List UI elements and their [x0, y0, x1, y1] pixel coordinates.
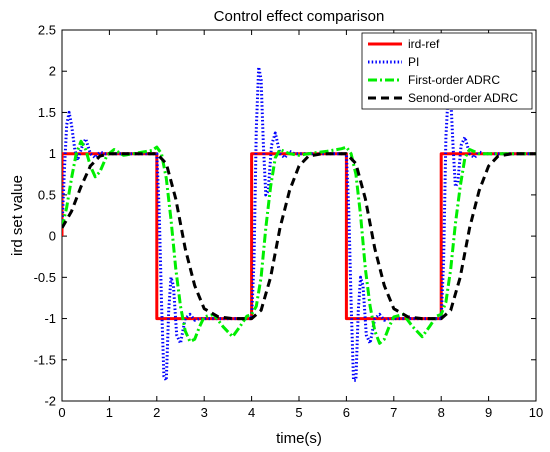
y-tick-label: 1 [49, 146, 56, 161]
y-tick-label: 0.5 [38, 187, 56, 202]
x-axis-title: time(s) [276, 430, 322, 447]
y-tick-label: -0.5 [34, 270, 56, 285]
y-tick-label: 0 [49, 229, 56, 244]
series-group [62, 65, 536, 382]
y-axis-title: ird set value [9, 175, 26, 256]
legend-label-1: PI [408, 55, 419, 69]
x-tick-label: 10 [529, 405, 543, 420]
legend: ird-ref PI First-order ADRC Senond-order AD… [361, 32, 533, 110]
y-tick-label: 2 [49, 64, 56, 79]
y-tick-label: -1.5 [34, 352, 56, 367]
x-tick-label: 8 [438, 405, 445, 420]
series-line-3 [62, 152, 536, 321]
legend-label-0: ird-ref [408, 37, 440, 51]
x-tick-label: 2 [153, 405, 160, 420]
x-tick-label: 9 [485, 405, 492, 420]
legend-label-2: First-order ADRC [408, 73, 500, 87]
legend-box [361, 32, 533, 110]
legend-label-3: Senond-order ADRC [408, 91, 518, 105]
x-tick-label: 7 [390, 405, 397, 420]
y-tick-label: 2.5 [38, 23, 56, 38]
y-tick-label: 1.5 [38, 105, 56, 120]
x-tick-label: 3 [201, 405, 208, 420]
x-tick-label: 1 [106, 405, 113, 420]
y-tick-label: -1 [44, 311, 56, 326]
x-tick-label: 4 [248, 405, 255, 420]
chart-title: Control effect comparison [214, 8, 385, 25]
x-tick-label: 6 [343, 405, 350, 420]
x-tick-label: 0 [58, 405, 65, 420]
y-tick-label: -2 [44, 394, 56, 409]
x-tick-label: 5 [295, 405, 302, 420]
